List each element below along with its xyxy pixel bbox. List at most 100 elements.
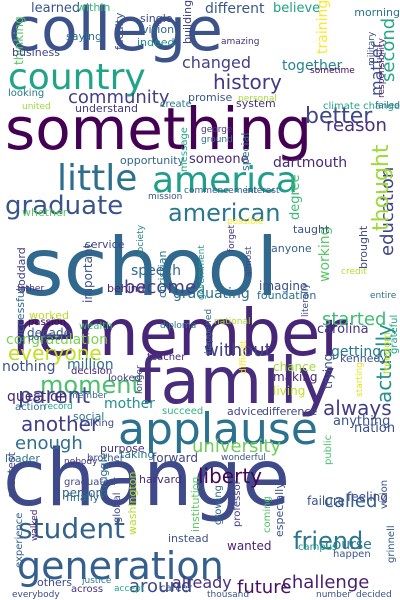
word-especially: especially bbox=[273, 482, 286, 537]
word-enough: enough bbox=[15, 433, 83, 454]
word-country: country bbox=[8, 57, 146, 98]
word-always: always bbox=[323, 396, 392, 420]
word-history: history bbox=[213, 70, 282, 94]
word-instead: instead bbox=[168, 532, 209, 545]
word-building: building bbox=[181, 0, 194, 45]
word-ground: ground bbox=[201, 135, 233, 145]
word-foundation: foundation bbox=[257, 289, 317, 302]
word-change: change bbox=[3, 434, 291, 524]
word-within: within bbox=[77, 1, 111, 14]
word-service: service bbox=[85, 238, 125, 251]
word-christian: christian bbox=[156, 250, 169, 298]
word-together: together bbox=[282, 58, 343, 74]
word-american: american bbox=[168, 199, 281, 227]
word-happened: happened bbox=[204, 308, 214, 354]
word-special: special bbox=[239, 132, 252, 171]
word-saying: saying bbox=[66, 30, 102, 43]
word-failure: failure bbox=[307, 494, 345, 508]
word-taking: taking bbox=[120, 448, 155, 461]
word-global: global bbox=[112, 492, 123, 524]
word-wonderful: wonderful bbox=[221, 453, 266, 463]
word-started: started bbox=[322, 309, 387, 330]
word-everybody: everybody bbox=[12, 590, 60, 600]
word-reason: reason bbox=[326, 115, 387, 136]
word-kennedy: kennedy bbox=[340, 352, 387, 365]
word-grinnell: grinnell bbox=[386, 525, 397, 563]
word-accept: accept bbox=[114, 584, 145, 594]
word-system: system bbox=[236, 97, 276, 110]
word-advice: advice bbox=[227, 405, 264, 418]
word-walked: walked bbox=[30, 509, 40, 541]
word-interest: interest bbox=[245, 186, 280, 196]
word-forget: forget bbox=[227, 225, 237, 252]
word-create: create bbox=[160, 99, 192, 110]
word-speech: speech bbox=[131, 263, 181, 279]
word-sometime: sometime bbox=[310, 66, 355, 76]
word-political: political bbox=[28, 333, 64, 343]
word-remember: remember bbox=[12, 297, 347, 371]
word-different: different bbox=[205, 1, 265, 17]
word-decade: decade bbox=[27, 326, 71, 340]
word-mission: mission bbox=[148, 192, 183, 202]
word-justice: justice bbox=[82, 576, 112, 586]
word-living: living bbox=[273, 384, 306, 398]
word-nobody: nobody bbox=[64, 457, 98, 467]
word-someone: someone bbox=[189, 152, 249, 167]
word-happen: happen bbox=[333, 549, 371, 560]
word-parent: parent bbox=[18, 384, 91, 409]
word-brother: brother bbox=[87, 453, 124, 464]
word-purpose: purpose bbox=[100, 442, 145, 455]
word-greatest: greatest bbox=[5, 452, 18, 498]
word-america: america bbox=[152, 160, 298, 201]
word-diploma: diploma bbox=[160, 321, 197, 331]
word-morning: morning bbox=[354, 6, 400, 19]
word-wealth: wealth bbox=[79, 321, 113, 332]
word-possible: possible bbox=[227, 217, 264, 227]
word-growing: growing bbox=[213, 485, 224, 525]
word-trying: trying bbox=[321, 353, 335, 389]
word-freedom: freedom bbox=[382, 332, 393, 374]
word-little: little bbox=[57, 158, 138, 199]
word-passion: passion bbox=[28, 317, 67, 328]
word-brought: brought bbox=[357, 225, 370, 269]
word-starting: starting bbox=[355, 362, 365, 397]
word-person: person bbox=[62, 486, 104, 500]
word-father: father bbox=[17, 284, 45, 294]
word-nation: nation bbox=[354, 421, 396, 436]
word-graduating: graduating bbox=[173, 286, 250, 302]
word-faculty: faculty bbox=[113, 12, 126, 50]
word-understand: understand bbox=[75, 102, 138, 115]
word-family: family bbox=[138, 345, 336, 419]
word-national: national bbox=[214, 317, 251, 327]
word-professor: professor bbox=[232, 480, 243, 527]
word-teacher: teacher bbox=[147, 352, 186, 363]
word-indeed: indeed bbox=[137, 36, 175, 49]
word-succeed: succeed bbox=[162, 406, 204, 417]
word-thought: thought bbox=[369, 144, 394, 231]
word-worked: worked bbox=[29, 309, 69, 322]
word-responsibility: responsibility bbox=[377, 38, 387, 98]
word-dartmouth: dartmouth bbox=[273, 155, 348, 171]
word-personal: personal bbox=[238, 94, 277, 104]
word-liberty: liberty bbox=[198, 464, 263, 488]
word-looking: looking bbox=[8, 88, 45, 99]
word-thousand: thousand bbox=[207, 590, 250, 600]
word-george: george bbox=[201, 125, 233, 135]
word-across: across bbox=[71, 584, 104, 595]
word-member: member bbox=[69, 391, 108, 401]
word-moment: moment bbox=[40, 371, 141, 399]
word-coming: coming bbox=[262, 496, 273, 533]
word-better: better bbox=[305, 104, 373, 129]
word-promise: promise bbox=[188, 91, 233, 104]
word-entire: entire bbox=[370, 291, 397, 301]
word-feeling: feeling bbox=[347, 490, 388, 504]
word-training: training bbox=[315, 0, 331, 55]
word-course: course bbox=[325, 537, 372, 553]
word-believe: believe bbox=[273, 1, 321, 16]
word-friend: friend bbox=[293, 527, 364, 555]
word-college: college bbox=[8, 0, 223, 65]
word-climate-change: climate change bbox=[323, 101, 400, 112]
word-university: university bbox=[192, 436, 282, 457]
word-social: social bbox=[73, 410, 105, 423]
word-looked: looked bbox=[108, 373, 141, 384]
